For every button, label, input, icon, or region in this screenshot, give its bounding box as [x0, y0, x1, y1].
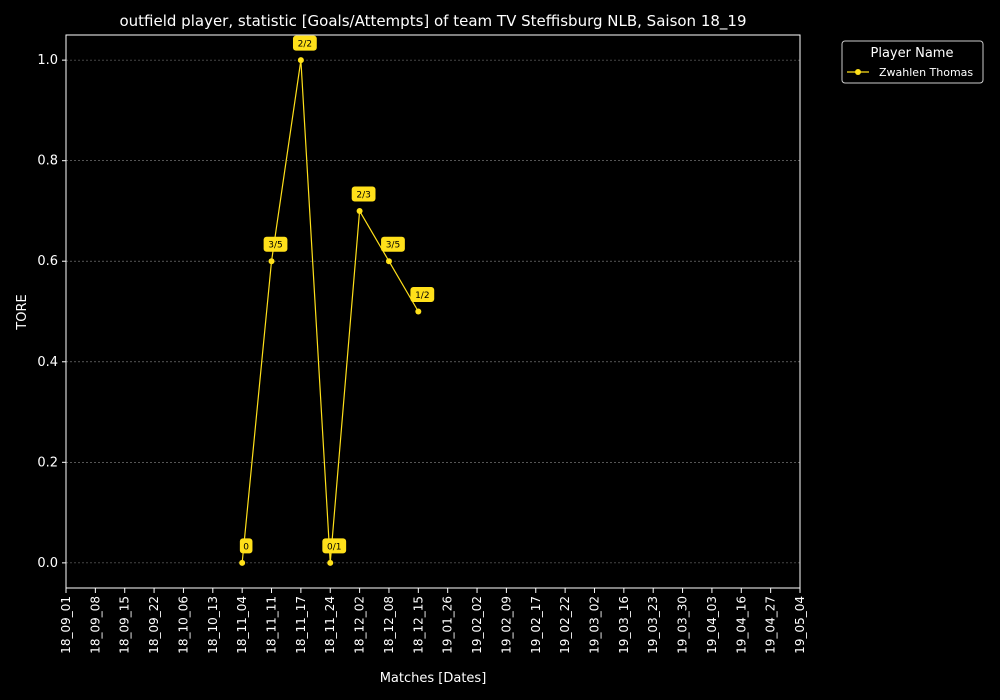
data-label-box [381, 236, 405, 252]
data-label: 3/5 [268, 241, 282, 251]
y-tick-label: 0.0 [37, 556, 58, 571]
legend-marker [855, 69, 861, 75]
data-point [239, 559, 246, 566]
x-tick-label: 18_11_04 [235, 596, 249, 654]
x-tick-label: 18_09_22 [147, 596, 161, 654]
x-tick-label: 18_11_24 [323, 596, 337, 654]
x-tick-label: 19_03_16 [617, 596, 631, 654]
data-label-box [292, 35, 317, 51]
data-label-box [239, 538, 253, 554]
y-tick-label: 0.2 [37, 455, 58, 470]
x-tick-label: 19_02_02 [470, 596, 484, 654]
x-tick-label: 18_10_06 [176, 596, 190, 654]
data-label-box [263, 236, 288, 252]
x-tick-label: 18_09_08 [88, 596, 102, 654]
x-tick-label: 19_03_30 [676, 596, 690, 654]
grid [66, 59, 800, 564]
data-point [297, 57, 304, 64]
x-tick-label: 19_05_04 [793, 596, 807, 654]
x-axis: 18_09_01 18_09_08 18_09_15 18_09_22 18_10_06… [59, 588, 807, 654]
legend-title: Player Name [871, 46, 954, 61]
y-tick-label: 0.6 [37, 254, 58, 269]
data-label: 2/3 [356, 190, 370, 200]
x-tick-label: 19_02_17 [529, 596, 543, 654]
data-point [356, 207, 363, 214]
data-label: 0 [243, 542, 249, 552]
data-label: 0/1 [327, 542, 341, 552]
x-tick-label: 18_12_15 [411, 596, 425, 654]
y-axis-label: TORE [15, 294, 30, 330]
x-tick-label: 18_09_01 [59, 596, 73, 654]
legend-box [841, 40, 984, 84]
x-tick-label: 19_03_02 [587, 596, 601, 654]
plot-frame [65, 34, 801, 589]
x-tick-label: 18_11_11 [265, 596, 279, 654]
x-tick-label: 19_04_03 [705, 596, 719, 654]
data-point [327, 559, 334, 566]
data-label: 1/2 [415, 291, 429, 301]
data-point [415, 308, 422, 315]
x-axis-label: Matches [Dates] [380, 671, 487, 686]
x-tick-label: 18_10_13 [206, 596, 220, 654]
data-label: 2/2 [298, 40, 312, 50]
data-label-box [410, 287, 435, 302]
data-point [268, 258, 275, 265]
legend-entry-label: Zwahlen Thomas [879, 66, 973, 79]
series-group: 0 3/5 2/2 0/1 2/3 3/5 1/2 [239, 35, 435, 566]
x-tick-label: 18_11_17 [294, 596, 308, 654]
data-point [385, 258, 392, 265]
series-line [241, 60, 419, 563]
x-tick-label: 19_01_26 [441, 596, 455, 654]
y-tick-label: 0.4 [37, 355, 58, 370]
x-tick-label: 18_12_08 [382, 596, 396, 654]
data-label: 3/5 [386, 241, 400, 251]
data-label-box [351, 186, 376, 202]
data-label-box [322, 538, 347, 554]
y-axis: 0.0 0.2 0.4 0.6 0.8 1.0 [37, 53, 66, 571]
x-tick-label: 19_03_23 [646, 596, 660, 654]
x-tick-label: 19_02_22 [558, 596, 572, 654]
chart-title: outfield player, statistic [Goals/Attemp… [119, 12, 746, 31]
legend: Player Name Zwahlen Thomas [841, 40, 984, 84]
y-tick-label: 1.0 [37, 53, 58, 68]
x-tick-label: 18_12_02 [353, 596, 367, 654]
x-tick-label: 19_04_16 [734, 596, 748, 654]
y-tick-label: 0.8 [37, 154, 58, 169]
x-tick-label: 19_04_27 [764, 596, 778, 654]
x-tick-label: 19_02_09 [499, 596, 513, 654]
x-tick-label: 18_09_15 [118, 596, 132, 654]
